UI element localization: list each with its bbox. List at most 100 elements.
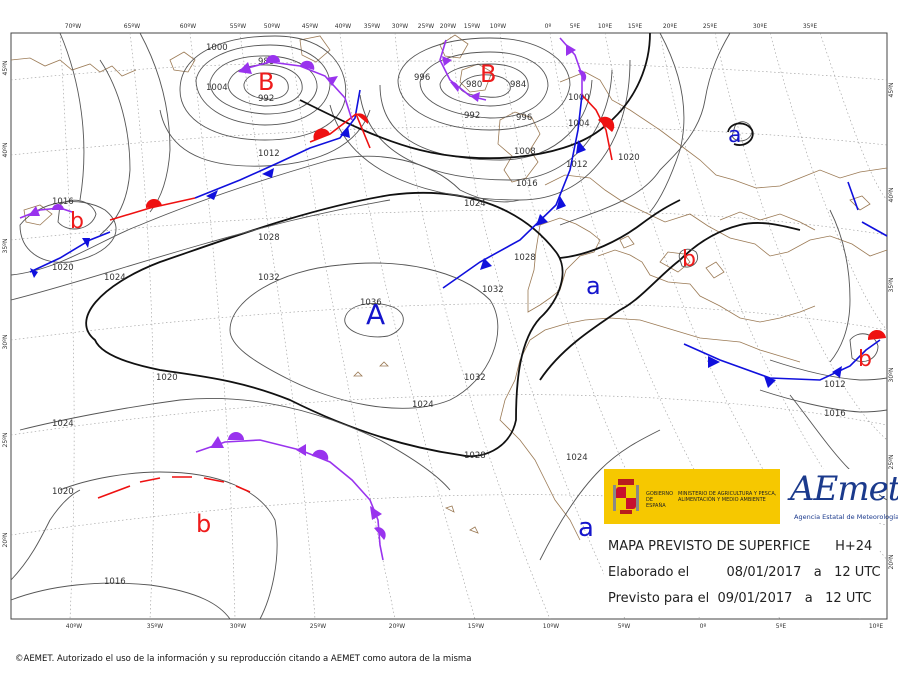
isobar-label: 1012 [258,149,280,159]
high-pressure-label: a [586,272,601,300]
low-pressure-label: b [858,347,872,372]
latitude-label: 30ºN [888,368,895,383]
government-name: GOBIERNO DE ESPAÑA [646,491,674,509]
fronts [19,37,888,561]
isobar-label: 984 [510,80,526,90]
longitude-label: 40ºW [335,23,351,30]
latitude-label: 40ºN [888,188,895,203]
isobar-label: 1024 [52,419,74,429]
longitude-label: 70ºW [65,23,81,30]
longitude-label: 10ºW [490,23,506,30]
aemet-logo: AEmet Agencia Estatal de Meteorología [780,469,898,524]
latitude-label: 35ºN [2,239,9,254]
aemet-logo-subtitle: Agencia Estatal de Meteorología [794,513,898,521]
longitude-labels-bottom: 40ºW 35ºW 30ºW 25ºW 20ºW 15ºW 10ºW 5ºW 0º 5ºE 10ºE [66,623,884,630]
low-pressure-label: b [196,510,211,538]
isobar-label: 980 [466,80,482,90]
longitude-label: 20ºE [663,23,677,30]
isobar-label: 1024 [104,273,126,283]
latitude-label: 25ºN [2,433,9,448]
isobar-label: 1028 [514,253,536,263]
isobars [10,32,888,620]
isobar-label: 1012 [566,160,588,170]
isobar-label: 1000 [568,93,590,103]
longitude-label: 10ºE [869,623,883,630]
longitude-label: 30ºW [230,623,246,630]
longitude-labels-top: 70ºW 65ºW 60ºW 55ºW 50ºW 45ºW 40ºW 35ºW 30ºW 25ºW… [65,23,818,30]
isobar-label: 992 [258,94,274,104]
longitude-label: 5ºW [618,623,631,630]
longitude-label: 15ºW [468,623,484,630]
longitude-label: 50ºW [264,23,280,30]
isobar-label: 1020 [52,487,74,497]
isobar-label: 1016 [516,179,538,189]
isobar-label: 1016 [52,197,74,207]
longitude-label: 55ºW [230,23,246,30]
isobar-label: 1012 [824,380,846,390]
isobar-label: 1016 [104,577,126,587]
isobar-label: 992 [464,111,480,121]
valid-date: Previsto para el 09/01/2017 a 12 UTC [608,591,872,606]
longitude-label: 45ºW [302,23,318,30]
spain-crest-icon [613,479,639,514]
pressure-system-letters: B Bb b b b Aa a a [70,60,872,543]
latitude-label: 30ºN [2,335,9,350]
isobar-label: 996 [516,113,532,123]
low-pressure-label: b [682,247,696,272]
longitude-label: 5ºE [570,23,581,30]
isobar-label: 1016 [824,409,846,419]
government-banner: GOBIERNO DE ESPAÑA MINISTERIO DE AGRICUL… [604,469,780,524]
longitude-label: 20ºW [389,623,405,630]
latitude-label: 40ºN [2,143,9,158]
longitude-label: 20ºW [440,23,456,30]
longitude-label: 35ºE [803,23,817,30]
ministry-name: MINISTERIO DE AGRICULTURA Y PESCA, ALIME… [678,491,777,503]
longitude-label: 30ºE [753,23,767,30]
low-pressure-label: B [258,68,274,96]
longitude-label: 5ºE [776,623,787,630]
latitude-label: 45ºN [888,83,895,98]
longitude-label: 15ºE [628,23,642,30]
longitude-label: 65ºW [124,23,140,30]
latitude-labels-left: 45ºN 40ºN 35ºN 30ºN 25ºN 20ºN [2,61,9,548]
latitude-label: 45ºN [2,61,9,76]
isobar-label: 1028 [464,451,486,461]
isobar-label: 1028 [258,233,280,243]
isobar-label: 1004 [206,83,228,93]
latitude-label: 20ºN [2,533,9,548]
high-pressure-label: a [728,123,741,148]
isobar-label: 1020 [52,263,74,273]
map-title: MAPA PREVISTO DE SUPERFICE H+24 [608,539,873,554]
isobar-label: 1032 [258,273,280,283]
latitude-label: 25ºN [888,455,895,470]
copyright-footer: ©AEMET. Autorizado el uso de la informac… [15,654,472,664]
isobar-label: 1024 [566,453,588,463]
longitude-label: 10ºE [598,23,612,30]
isobar-label: 1032 [464,373,486,383]
longitude-label: 25ºW [310,623,326,630]
longitude-label: 35ºW [147,623,163,630]
isobar-label: 1020 [618,153,640,163]
longitude-label: 25ºE [703,23,717,30]
longitude-label: 0º [700,623,707,630]
longitude-label: 0º [545,23,552,30]
latitude-label: 35ºN [888,278,895,293]
isobar-label: 1020 [156,373,178,383]
longitude-label: 30ºW [392,23,408,30]
high-pressure-label: a [578,513,594,543]
coastlines [10,34,888,541]
issued-date: Elaborado el 08/01/2017 a 12 UTC [608,565,881,580]
high-pressure-label: A [366,298,385,331]
isobar-label: 1000 [206,43,228,53]
map-legend: GOBIERNO DE ESPAÑA MINISTERIO DE AGRICUL… [604,469,898,617]
longitude-label: 35ºW [364,23,380,30]
isobar-label: 1032 [482,285,504,295]
longitude-label: 60ºW [180,23,196,30]
isobar-label: 1024 [464,199,486,209]
isobar-label: 1008 [514,147,536,157]
latitude-labels-right: 45ºN 40ºN 35ºN 30ºN 25ºN 20ºN [888,83,895,570]
longitude-label: 25ºW [418,23,434,30]
low-pressure-label: B [480,60,496,88]
isobar-label: 996 [414,73,430,83]
